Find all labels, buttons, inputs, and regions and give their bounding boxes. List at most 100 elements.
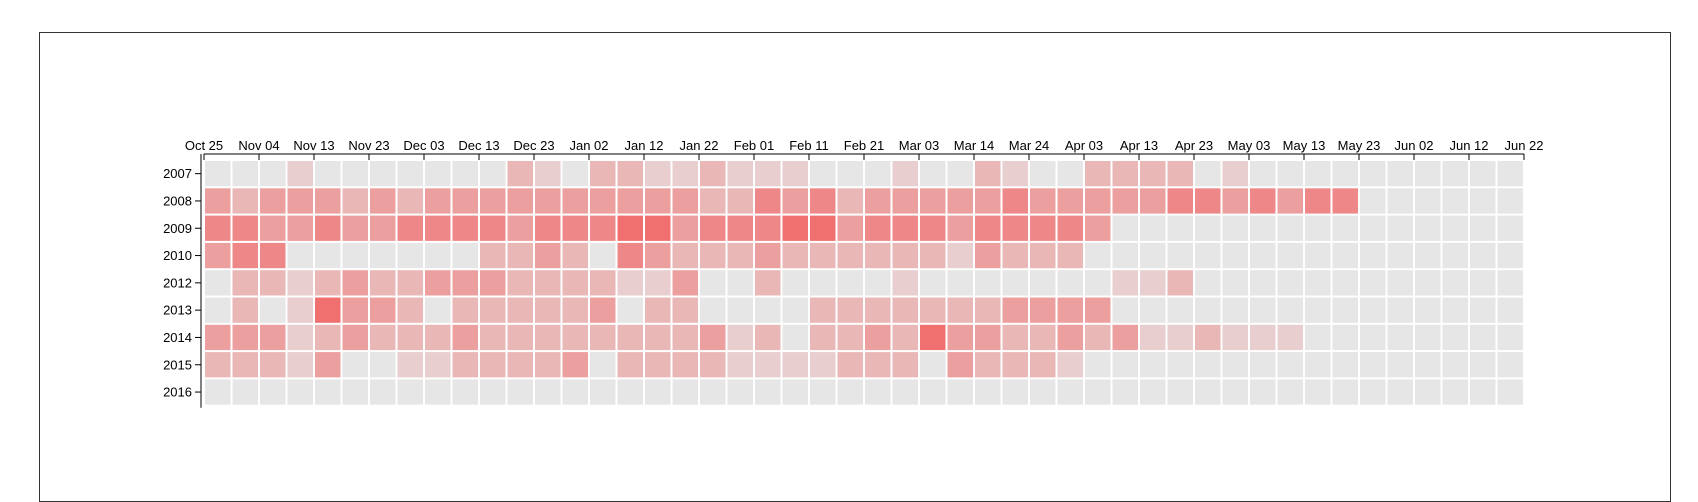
- heatmap-cell: [1167, 188, 1193, 214]
- y-tick-label: 2015: [163, 357, 192, 372]
- heatmap-cell: [232, 215, 258, 241]
- heatmap-cell: [590, 379, 616, 405]
- heatmap-cell: [1305, 270, 1331, 296]
- heatmap-cell: [425, 215, 451, 241]
- heatmap-cell: [1167, 270, 1193, 296]
- heatmap-cell: [1277, 242, 1303, 269]
- heatmap-cell: [1470, 352, 1496, 378]
- heatmap-cell: [1002, 270, 1028, 296]
- heatmap-cell: [617, 242, 643, 269]
- heatmap-cell: [1112, 352, 1138, 378]
- heatmap-cell: [480, 270, 506, 296]
- heatmap-cell: [975, 379, 1001, 405]
- heatmap-cell: [837, 379, 863, 405]
- heatmap-cell: [727, 215, 753, 241]
- heatmap-cell: [1387, 242, 1413, 269]
- heatmap-cell: [1360, 161, 1386, 187]
- heatmap-cell: [755, 188, 781, 214]
- heatmap-cell: [205, 324, 231, 351]
- y-axis: 2007 2008 2009 2010 2012 2013 2014 2015 2016: [163, 154, 202, 408]
- heatmap-cell: [1222, 297, 1248, 323]
- heatmap-cell: [287, 352, 313, 378]
- heatmap-cell: [590, 215, 616, 241]
- heatmap-cell: [645, 297, 671, 323]
- heatmap-cell: [1167, 242, 1193, 269]
- heatmap-cell: [1112, 188, 1138, 214]
- heatmap-cell: [370, 215, 396, 241]
- heatmap-cell: [1250, 324, 1276, 351]
- heatmap-cell: [425, 242, 451, 269]
- heatmap-cell: [1140, 352, 1166, 378]
- heatmap-cell: [1415, 352, 1441, 378]
- heatmap-cell: [920, 324, 946, 351]
- heatmap-cell: [1415, 379, 1441, 405]
- heatmap-cell: [1387, 188, 1413, 214]
- heatmap-cell: [727, 161, 753, 187]
- heatmap-cell: [397, 297, 423, 323]
- heatmap-cell: [260, 324, 286, 351]
- heatmap-cell: [1250, 379, 1276, 405]
- heatmap-cell: [1195, 324, 1221, 351]
- heatmap-cell: [1497, 379, 1523, 405]
- x-tick-label: Feb 01: [734, 138, 774, 153]
- heatmap-cell: [1360, 242, 1386, 269]
- heatmap-cell: [562, 324, 588, 351]
- heatmap-cell: [975, 161, 1001, 187]
- heatmap-cell: [590, 270, 616, 296]
- heatmap-cell: [920, 188, 946, 214]
- heatmap-cell: [755, 161, 781, 187]
- heatmap-cell: [1085, 270, 1111, 296]
- heatmap-cell: [755, 215, 781, 241]
- y-tick-label: 2012: [163, 275, 192, 290]
- heatmap-cell: [535, 297, 561, 323]
- heatmap-cell: [1222, 270, 1248, 296]
- x-tick-label: Dec 03: [403, 138, 444, 153]
- heatmap-cell: [287, 297, 313, 323]
- heatmap-cell: [370, 324, 396, 351]
- heatmap-cell: [260, 188, 286, 214]
- heatmap-cell: [617, 324, 643, 351]
- heatmap-cell: [1195, 188, 1221, 214]
- heatmap-cell: [782, 379, 808, 405]
- heatmap-cell: [865, 215, 891, 241]
- heatmap-cell: [397, 270, 423, 296]
- y-tick-label: 2013: [163, 303, 192, 318]
- heatmap-cell: [507, 270, 533, 296]
- heatmap-cell: [1497, 324, 1523, 351]
- heatmap-cell: [1470, 188, 1496, 214]
- heatmap-cell: [672, 161, 698, 187]
- x-tick-label: Jan 02: [569, 138, 608, 153]
- x-tick-label: Feb 11: [789, 138, 829, 153]
- heatmap-cell: [590, 324, 616, 351]
- heatmap-cell: [617, 297, 643, 323]
- heatmap-cell: [1195, 379, 1221, 405]
- heatmap-cell: [672, 270, 698, 296]
- heatmap-cell: [782, 297, 808, 323]
- heatmap-cell: [1277, 188, 1303, 214]
- heatmap-cell: [645, 188, 671, 214]
- y-tick-label: 2010: [163, 248, 192, 263]
- heatmap-cell: [1415, 161, 1441, 187]
- heatmap-cell: [892, 352, 918, 378]
- heatmap-cell: [397, 352, 423, 378]
- heatmap-cell: [342, 215, 368, 241]
- heatmap-cell: [1332, 188, 1358, 214]
- heatmap-cell: [260, 379, 286, 405]
- heatmap-cell: [562, 215, 588, 241]
- heatmap-cell: [700, 297, 726, 323]
- heatmap-cell: [1002, 242, 1028, 269]
- heatmap-cell: [1140, 324, 1166, 351]
- heatmap-cell: [1415, 324, 1441, 351]
- heatmap-cell: [865, 379, 891, 405]
- heatmap-cell: [1387, 352, 1413, 378]
- heatmap-cell: [1470, 379, 1496, 405]
- heatmap-cell: [837, 297, 863, 323]
- heatmap-cell: [342, 297, 368, 323]
- heatmap-cell: [1415, 215, 1441, 241]
- heatmap-cell: [672, 324, 698, 351]
- heatmap-cell: [1195, 215, 1221, 241]
- heatmap-cell: [920, 297, 946, 323]
- heatmap-cell: [1085, 161, 1111, 187]
- heatmap-cell: [645, 324, 671, 351]
- x-tick-label: Nov 23: [348, 138, 389, 153]
